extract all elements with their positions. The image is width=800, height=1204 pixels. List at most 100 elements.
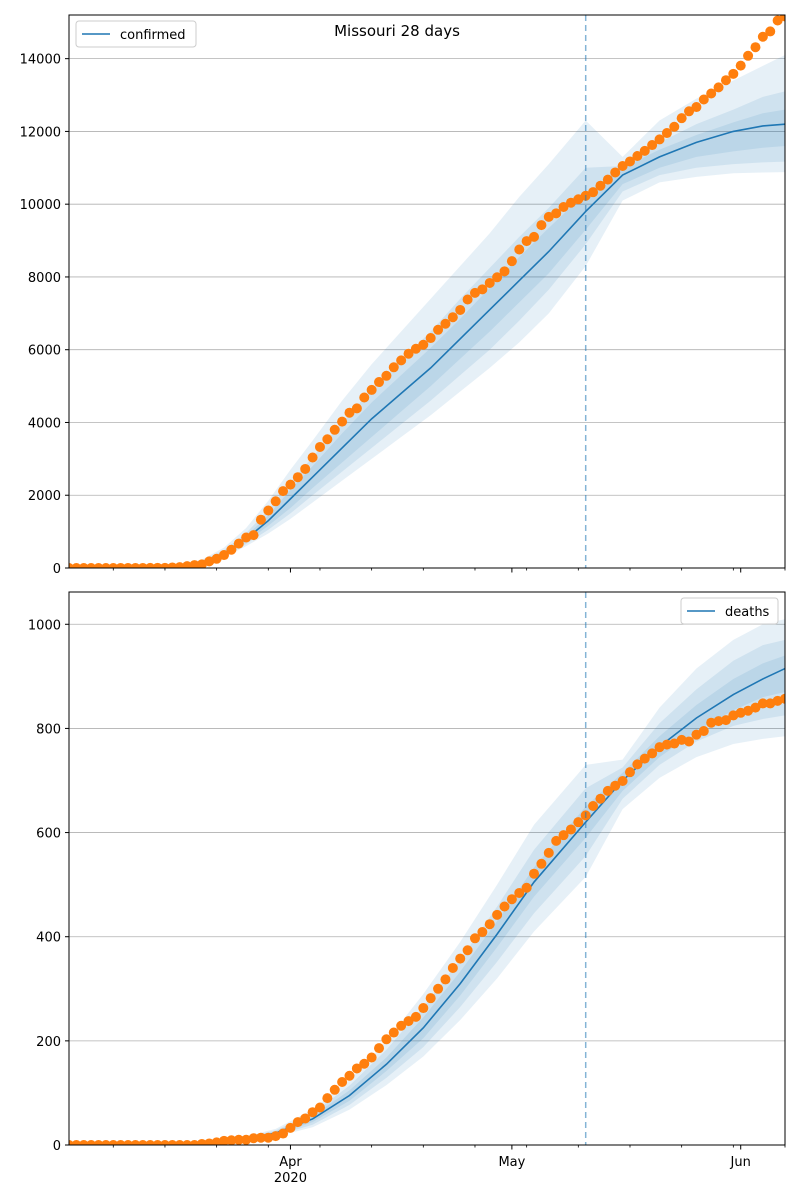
observed-point bbox=[499, 266, 510, 277]
observed-point bbox=[484, 919, 495, 930]
observed-point bbox=[329, 424, 340, 435]
observed-point bbox=[344, 407, 355, 418]
observed-point bbox=[374, 377, 385, 388]
observed-point bbox=[130, 562, 141, 568]
observed-point bbox=[492, 909, 503, 920]
chart-title: Missouri 28 days bbox=[334, 22, 460, 40]
observed-point bbox=[93, 1140, 104, 1145]
observed-point bbox=[669, 738, 680, 749]
observed-point bbox=[226, 1135, 237, 1145]
observed-point bbox=[617, 776, 628, 787]
observed-point bbox=[433, 983, 444, 994]
observed-point bbox=[521, 882, 532, 893]
observed-point bbox=[484, 277, 495, 288]
observed-point bbox=[189, 560, 200, 568]
observed-point bbox=[366, 1052, 377, 1063]
observed-point bbox=[536, 858, 547, 869]
observed-point bbox=[602, 174, 613, 185]
y-tick-label: 4000 bbox=[28, 416, 61, 431]
plot-area bbox=[69, 15, 785, 568]
observed-point bbox=[329, 1084, 340, 1095]
observed-point bbox=[137, 1140, 148, 1145]
observed-point bbox=[698, 726, 709, 737]
observed-point bbox=[624, 767, 635, 778]
observed-point bbox=[211, 553, 222, 564]
observed-point bbox=[233, 1134, 244, 1145]
observed-point bbox=[344, 1070, 355, 1081]
observed-point bbox=[698, 94, 709, 105]
observed-point bbox=[610, 167, 621, 178]
y-tick-label: 400 bbox=[36, 931, 61, 946]
observed-point bbox=[684, 736, 695, 747]
observed-point bbox=[108, 1140, 119, 1145]
x-tick-sublabel: 2020 bbox=[274, 1171, 307, 1186]
observed-point bbox=[115, 1140, 126, 1145]
observed-point bbox=[182, 561, 193, 568]
observed-point bbox=[71, 1140, 82, 1145]
observed-point bbox=[425, 333, 436, 344]
observed-point bbox=[661, 739, 672, 750]
uncertainty-band bbox=[69, 655, 785, 1145]
observed-point bbox=[780, 693, 785, 704]
observed-point bbox=[514, 244, 525, 255]
y-tick-label: 600 bbox=[36, 827, 61, 842]
x-tick-label: May bbox=[498, 1155, 525, 1170]
observed-point bbox=[514, 887, 525, 898]
observed-point bbox=[403, 1016, 414, 1027]
observed-point bbox=[145, 562, 156, 568]
y-tick-label: 0 bbox=[53, 1139, 61, 1154]
legend-label: confirmed bbox=[120, 28, 186, 43]
y-tick-label: 8000 bbox=[28, 271, 61, 286]
observed-point bbox=[270, 496, 281, 507]
observed-point bbox=[713, 716, 724, 727]
observed-point bbox=[100, 1140, 111, 1145]
observed-point bbox=[506, 894, 517, 905]
observed-point bbox=[447, 962, 458, 973]
observed-point bbox=[684, 106, 695, 117]
observed-point bbox=[713, 82, 724, 93]
observed-point bbox=[263, 505, 274, 516]
observed-point bbox=[159, 1140, 170, 1145]
observed-point bbox=[167, 1140, 178, 1145]
observed-point bbox=[462, 294, 473, 305]
legend-box bbox=[75, 20, 197, 48]
observed-point bbox=[418, 339, 429, 350]
observed-point bbox=[211, 1137, 222, 1145]
observed-point bbox=[772, 15, 783, 26]
observed-point bbox=[647, 140, 658, 151]
observed-point bbox=[307, 1107, 318, 1118]
axes-frame bbox=[68, 591, 786, 1146]
observed-point bbox=[543, 847, 554, 858]
observed-point bbox=[396, 1020, 407, 1031]
observed-point bbox=[182, 1140, 193, 1145]
uncertainty-band bbox=[69, 619, 785, 1145]
observed-point bbox=[691, 102, 702, 113]
observed-point bbox=[174, 1140, 185, 1145]
observed-point bbox=[285, 479, 296, 490]
observed-point bbox=[706, 88, 717, 99]
observed-point bbox=[735, 60, 746, 71]
observed-point bbox=[529, 868, 540, 879]
observed-point bbox=[595, 793, 606, 804]
y-tick-label: 14000 bbox=[20, 53, 61, 68]
observed-point bbox=[285, 1122, 296, 1133]
observed-point bbox=[137, 562, 148, 568]
observed-point bbox=[374, 1043, 385, 1054]
observed-point bbox=[624, 156, 635, 167]
observed-point bbox=[255, 514, 266, 525]
observed-point bbox=[292, 472, 303, 483]
observed-point bbox=[314, 1102, 325, 1113]
observed-point bbox=[588, 801, 599, 812]
uncertainty-band bbox=[69, 91, 785, 568]
observed-point bbox=[219, 1135, 230, 1145]
observed-point bbox=[322, 1093, 333, 1104]
observed-point bbox=[455, 304, 466, 315]
legend: deaths bbox=[680, 597, 779, 625]
observed-point bbox=[410, 1011, 421, 1022]
panel-confirmed: 0 2000 4000 6000 8000 10000 12000 14000 confirme… bbox=[20, 14, 786, 577]
observed-point bbox=[469, 933, 480, 944]
observed-point bbox=[691, 729, 702, 740]
y-tick-label: 10000 bbox=[20, 198, 61, 213]
